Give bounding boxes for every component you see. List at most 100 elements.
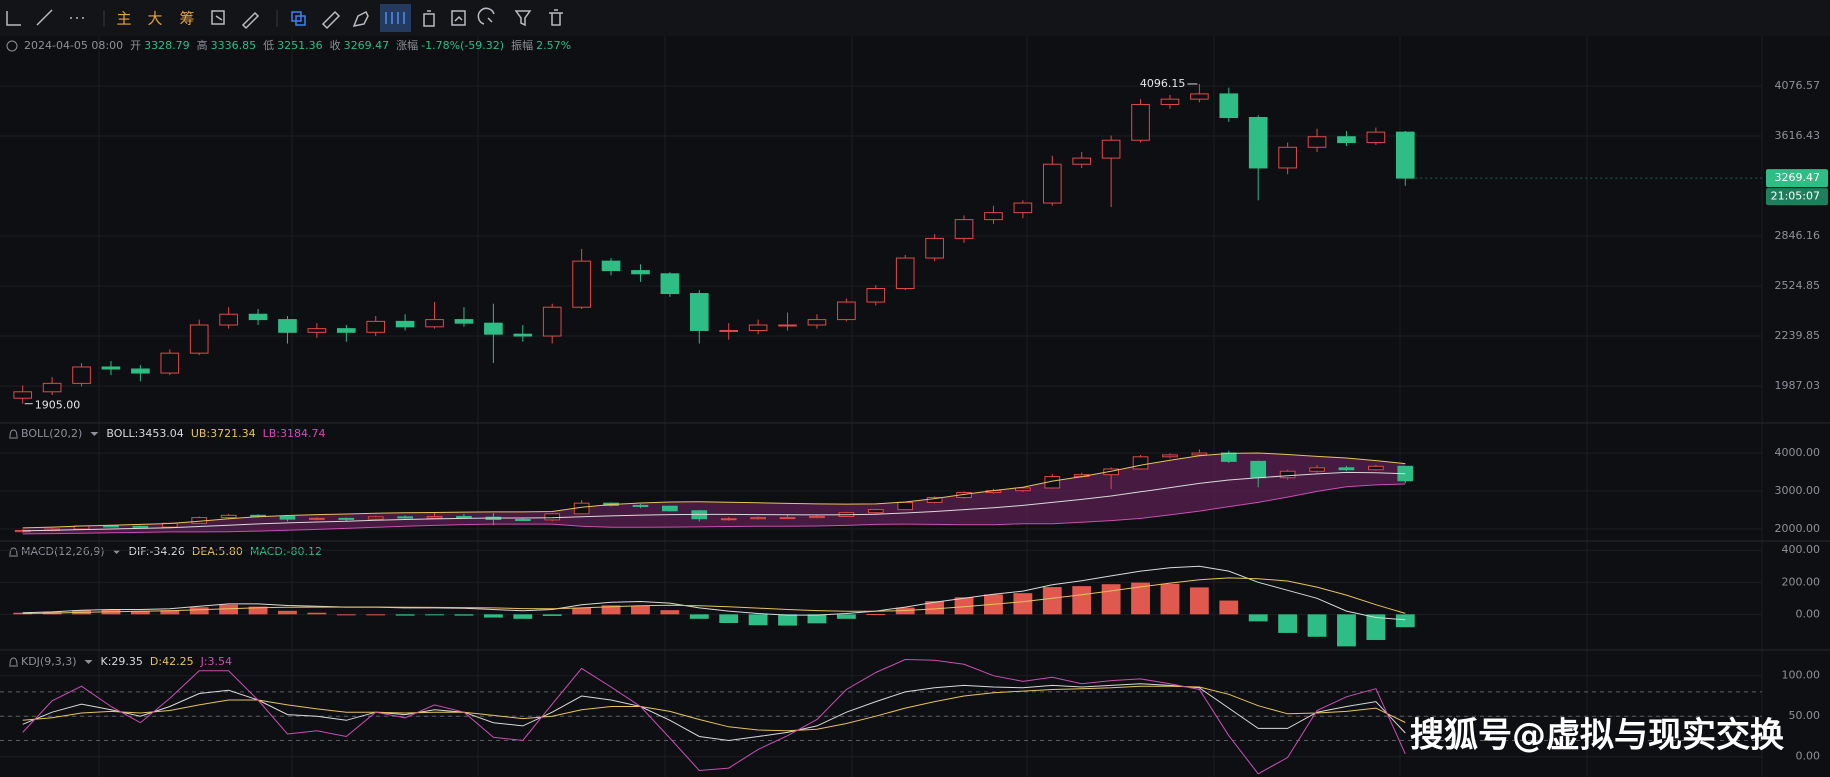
macd-bar: [1189, 587, 1209, 615]
tool-pen[interactable]: [352, 10, 369, 28]
macd-bar: [660, 610, 680, 615]
watermark: 搜狐号@虚拟与现实交换: [1410, 716, 1784, 756]
candle-body: [279, 515, 296, 520]
tool-brush[interactable]: [241, 11, 260, 30]
candle-body: [336, 328, 356, 333]
candle-body: [748, 324, 768, 331]
toolbar-label[interactable]: 主: [116, 10, 131, 28]
macd-bar: [542, 614, 562, 616]
macd-bar: [1160, 583, 1180, 615]
candle-body: [866, 288, 886, 303]
tool-angle[interactable]: [6, 11, 21, 26]
candle-body: [1219, 93, 1239, 119]
macd-bar: [130, 610, 150, 615]
macd-bar: [719, 614, 739, 623]
candle-body: [954, 219, 974, 239]
tool-ruler[interactable]: [321, 10, 341, 30]
tool-magnet[interactable]: [477, 7, 495, 25]
info-text: 涨幅: [396, 39, 418, 52]
toolbar-label[interactable]: 大: [147, 10, 162, 28]
indicator-legend: DEA:5.80: [192, 545, 243, 558]
macd-bar: [1219, 600, 1239, 615]
indicator-legend: BOLL:3453.04: [106, 427, 183, 440]
macd-bar: [601, 605, 621, 615]
indicator-legend: DIF:-34.26: [129, 545, 185, 558]
candle-body: [601, 260, 621, 272]
macd-bar: [189, 607, 209, 615]
candle-body: [1366, 131, 1386, 144]
tool-cycle[interactable]: [211, 10, 225, 25]
indicator-legend: D:42.25: [150, 655, 194, 668]
dropdown-icon[interactable]: [84, 660, 93, 664]
candle-body: [338, 517, 355, 520]
indicator-line: [22, 471, 1406, 532]
y-tick-label: 50.00: [1789, 709, 1821, 722]
macd-bar: [807, 614, 827, 624]
macd-bar: [513, 614, 533, 619]
macd-bar: [1337, 614, 1356, 647]
macd-bar: [1042, 587, 1062, 615]
candle-body: [1101, 139, 1121, 159]
tool-bars[interactable]: [385, 12, 405, 24]
candle-body: [309, 517, 325, 520]
toolbar-label[interactable]: 筹: [179, 10, 194, 28]
indicator-legend: LB:3184.74: [263, 427, 326, 440]
macd-bar: [366, 614, 386, 616]
candle-body: [542, 306, 562, 337]
indicator-line: [22, 683, 1406, 742]
candle-body: [1309, 467, 1325, 472]
info-text: 3269.47: [344, 39, 390, 52]
candle-body: [456, 515, 472, 518]
candle-body: [425, 319, 444, 328]
info-text: 3328.79: [144, 39, 190, 52]
candle-body: [837, 301, 856, 321]
candle-body: [897, 501, 914, 511]
candle-body: [662, 505, 678, 512]
info-text: 低: [263, 39, 274, 52]
tool-line[interactable]: [36, 9, 53, 26]
macd-bar: [954, 597, 974, 615]
candle-body: [426, 515, 443, 519]
candle-body: [72, 366, 91, 384]
candle-body: [1162, 454, 1178, 458]
candle-body: [809, 515, 825, 519]
tool-edit[interactable]: [451, 10, 466, 26]
candle-body: [1072, 157, 1092, 165]
info-text: 振幅: [511, 38, 533, 52]
macd-bar: [866, 614, 886, 616]
macd-bar: [1072, 586, 1092, 615]
candle-body: [397, 516, 413, 519]
candle-body: [1248, 117, 1268, 169]
dropdown-icon[interactable]: [112, 550, 121, 554]
candle-body: [307, 328, 327, 333]
candle-body: [984, 212, 1003, 221]
tool-delete[interactable]: [549, 9, 563, 26]
indicator-title: BOLL(20,2): [21, 427, 82, 440]
candle-body: [1042, 163, 1062, 204]
dropdown-icon[interactable]: [90, 432, 99, 436]
macd-bar: [778, 614, 797, 626]
bell-icon: [9, 547, 18, 557]
info-text: 3251.36: [277, 39, 323, 52]
macd-bar: [1395, 614, 1415, 628]
candle-body: [248, 313, 268, 321]
toolbar: [0, 0, 1830, 36]
macd-bar: [748, 614, 768, 626]
indicator-line: [22, 577, 1406, 614]
candle-body: [160, 352, 180, 374]
y-tick-label: 400.00: [1782, 543, 1821, 556]
bell-icon: [9, 657, 18, 667]
indicator-line: [22, 685, 1406, 732]
candle-body: [484, 322, 503, 335]
tool-filter[interactable]: [514, 10, 532, 27]
candle-body: [1132, 456, 1149, 470]
tool-lock[interactable]: [423, 10, 435, 27]
candle-body: [719, 329, 739, 332]
y-tick-label: 4076.57: [1775, 79, 1821, 92]
y-tick-label: 3616.43: [1775, 129, 1821, 142]
candle-body: [103, 525, 119, 528]
indicator-legend: UB:3721.34: [191, 427, 256, 440]
macd-bar: [1013, 593, 1033, 615]
tool-copy[interactable]: [291, 11, 306, 26]
